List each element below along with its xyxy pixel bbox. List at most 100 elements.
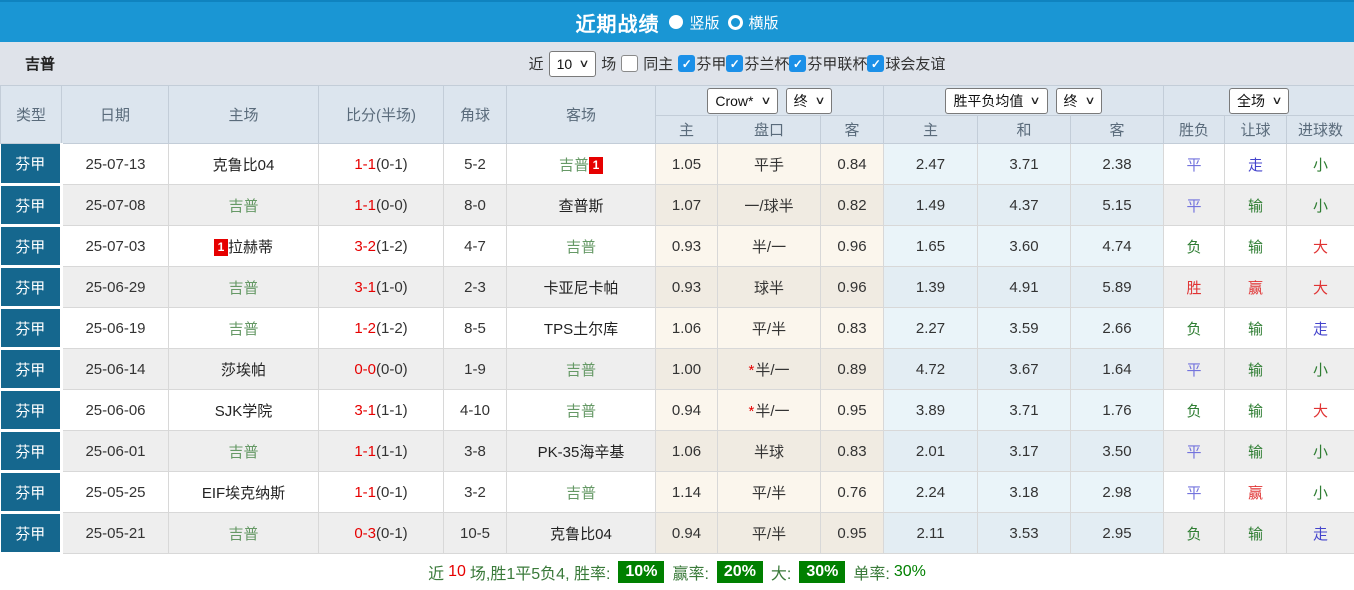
mean-draw-cell: 3.71 <box>977 389 1071 431</box>
away-team-cell: 吉普 <box>506 225 656 267</box>
handicap-cell: 平/半 <box>717 471 821 513</box>
team-name: SJK学院 <box>214 402 273 420</box>
result-wdl-cell: 平 <box>1163 348 1225 390</box>
handicap-cell: *半/一 <box>717 389 821 431</box>
sub-header-mean-away: 客 <box>1070 115 1164 144</box>
same-home-checkbox[interactable] <box>621 55 639 72</box>
league-filter-3: ✓ 球会友谊 <box>867 53 945 74</box>
radio-unselected-icon <box>727 14 743 30</box>
result-handicap-cell: 输 <box>1224 512 1287 554</box>
league-checkbox-checked[interactable]: ✓ <box>726 55 744 72</box>
team-name: 查普斯 <box>558 197 604 215</box>
table-row: 芬甲 25-06-19 吉普 1-2(1-2) 8-5 TPS土尔库 1.06 平/半 0.83… <box>0 307 1354 350</box>
odds-home-cell: 1.07 <box>655 184 718 226</box>
result-handicap-cell: 赢 <box>1224 266 1287 308</box>
table-row: 芬甲 25-06-14 莎埃帕 0-0(0-0) 1-9 吉普 1.00 *半/一 0.89 4.… <box>0 348 1354 391</box>
result-handicap-cell: 输 <box>1224 307 1287 349</box>
page-title: 近期战绩 <box>575 13 660 36</box>
home-team-cell: 吉普 <box>168 307 319 349</box>
scope-select[interactable]: 全场 ∨ <box>1228 87 1290 114</box>
result-handicap-cell: 输 <box>1224 389 1287 431</box>
away-team-cell: 查普斯 <box>506 184 656 226</box>
mean-draw-cell: 3.71 <box>977 143 1071 185</box>
odds-home-cell: 1.06 <box>655 430 718 472</box>
type-cell: 芬甲 <box>0 266 63 309</box>
odds-away-cell: 0.95 <box>820 389 884 431</box>
corner-cell: 2-3 <box>443 266 507 308</box>
col-header-type: 类型 <box>0 85 62 144</box>
league-label: 芬甲联杯 <box>807 56 868 73</box>
league-checkbox-checked[interactable]: ✓ <box>678 55 696 72</box>
match-count-value: 10 <box>556 55 573 72</box>
away-team-cell: 克鲁比04 <box>506 512 656 554</box>
team-name: 吉普 <box>558 156 589 174</box>
type-cell: 芬甲 <box>0 389 63 432</box>
league-checkbox-checked[interactable]: ✓ <box>867 55 885 72</box>
corner-cell: 4-10 <box>443 389 507 431</box>
date-cell: 25-07-13 <box>61 143 169 185</box>
col-header-corner: 角球 <box>443 85 507 144</box>
fulltime-score: 3-1 <box>354 278 376 296</box>
team-name: 吉普 <box>228 320 259 338</box>
scope-value: 全场 <box>1236 92 1265 109</box>
halftime-score: (1-2) <box>376 319 408 337</box>
red-card-badge: 1 <box>213 239 228 257</box>
type-cell: 芬甲 <box>0 348 63 391</box>
odds-time-select[interactable]: 终 ∨ <box>785 87 832 114</box>
mean-odds-select[interactable]: 胜平负均值 ∨ <box>945 87 1048 114</box>
fulltime-score: 0-0 <box>354 360 376 378</box>
red-card-badge: 1 <box>589 157 603 175</box>
radio-horizontal-label: 横版 <box>748 14 779 32</box>
result-wdl-cell: 负 <box>1163 512 1225 554</box>
mean-group-header: 胜平负均值 ∨ 终 ∨ <box>883 85 1164 116</box>
away-team-cell: 吉普 <box>506 348 656 390</box>
date-cell: 25-06-19 <box>61 307 169 349</box>
match-count-select[interactable]: 10 ∨ <box>548 50 597 77</box>
type-cell: 芬甲 <box>0 307 63 350</box>
mean-draw-cell: 3.53 <box>977 512 1071 554</box>
mean-away-cell: 2.66 <box>1070 307 1164 349</box>
result-goals-cell: 小 <box>1285 430 1354 472</box>
away-team-cell: 吉普 <box>506 389 656 431</box>
fulltime-score: 1-2 <box>354 319 376 337</box>
score-cell: 1-1(0-1) <box>318 471 444 513</box>
sub-header-handicap: 盘口 <box>717 115 821 144</box>
result-handicap-cell: 赢 <box>1224 471 1287 513</box>
chevron-down-icon: ∨ <box>759 95 772 107</box>
mean-time-select[interactable]: 终 ∨ <box>1055 87 1102 114</box>
corner-cell: 8-0 <box>443 184 507 226</box>
chevron-down-icon: ∨ <box>1271 95 1283 107</box>
away-team-cell: 吉普 <box>506 471 656 513</box>
table-row: 芬甲 25-05-21 吉普 0-3(0-1) 10-5 克鲁比04 0.94 平/半 0.95… <box>0 512 1354 555</box>
odds-away-cell: 0.83 <box>820 307 884 349</box>
win-label: 赢率: <box>672 566 709 583</box>
home-team-cell: 吉普 <box>168 430 319 472</box>
league-filter-2: ✓ 芬甲联杯 <box>789 53 867 74</box>
away-team-cell: PK-35海辛基 <box>506 430 656 472</box>
score-cell: 1-1(0-0) <box>318 184 444 226</box>
home-team-cell: 1 拉赫蒂 <box>168 225 319 267</box>
mean-home-cell: 3.89 <box>883 389 978 431</box>
league-label: 球会友谊 <box>885 56 946 73</box>
mean-time-value: 终 <box>1063 92 1078 109</box>
radio-vertical-layout[interactable]: 竖版 <box>669 12 720 33</box>
handicap-cell: 半/一 <box>717 225 821 267</box>
team-name: 吉普 <box>228 279 259 297</box>
mean-home-cell: 1.65 <box>883 225 978 267</box>
big-rate-badge: 30% <box>799 561 846 583</box>
layout-radio-group: 竖版 横版 <box>669 12 779 33</box>
mean-draw-cell: 3.17 <box>977 430 1071 472</box>
mean-draw-cell: 3.60 <box>977 225 1071 267</box>
league-checkbox-checked[interactable]: ✓ <box>789 55 807 72</box>
odds-away-cell: 0.96 <box>820 266 884 308</box>
mean-draw-cell: 4.91 <box>977 266 1071 308</box>
away-team-cell: TPS土尔库 <box>506 307 656 349</box>
radio-horizontal-layout[interactable]: 横版 <box>727 12 779 33</box>
team-name: 吉普 <box>228 197 259 215</box>
radio-vertical-label: 竖版 <box>689 14 720 32</box>
mean-away-cell: 1.64 <box>1070 348 1164 390</box>
bookmaker-select[interactable]: Crow* ∨ <box>707 87 778 114</box>
result-wdl-cell: 平 <box>1163 471 1225 513</box>
mean-home-cell: 2.47 <box>883 143 978 185</box>
